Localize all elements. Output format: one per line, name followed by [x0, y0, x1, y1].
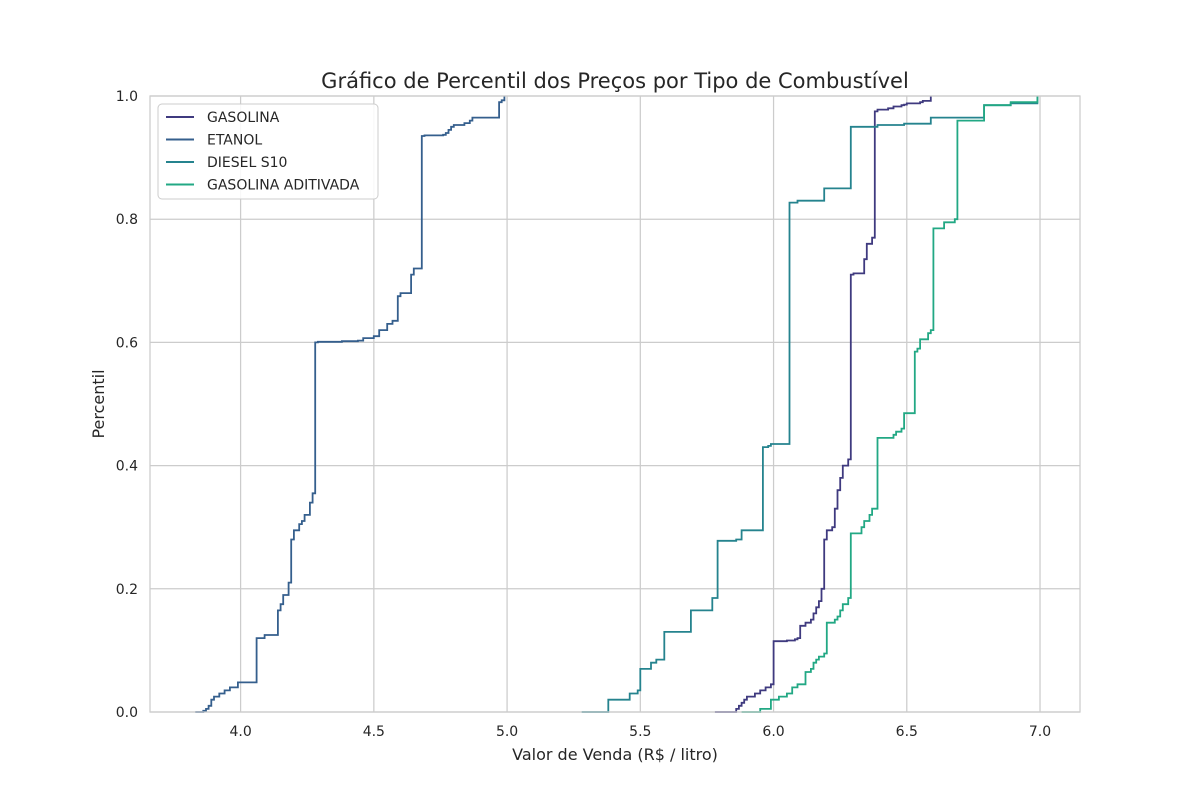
chart-title: Gráfico de Percentil dos Preços por Tipo…	[321, 69, 909, 93]
x-tick-label: 6.5	[896, 724, 918, 740]
y-tick-label: 1.0	[116, 89, 138, 105]
x-axis-label: Valor de Venda (R$ / litro)	[512, 745, 718, 764]
x-tick-label: 4.0	[229, 724, 251, 740]
series-lines	[195, 96, 1039, 713]
legend-label-diesel-s10: DIESEL S10	[207, 155, 287, 171]
y-tick-label: 0.0	[116, 705, 138, 721]
series-line-diesel-s10	[581, 96, 1039, 713]
x-tick-label: 4.5	[363, 724, 385, 740]
x-tick-label: 7.0	[1029, 724, 1051, 740]
legend-label-gasolina-aditivada: GASOLINA ADITIVADA	[207, 178, 360, 194]
x-tick-label: 6.0	[762, 724, 784, 740]
y-tick-label: 0.2	[116, 582, 138, 598]
legend: GASOLINA ETANOL DIESEL S10 GASOLINA ADITIVA…	[157, 103, 379, 200]
x-tick-label: 5.0	[496, 724, 518, 740]
y-tick-label: 0.6	[116, 335, 138, 351]
series-line-gasolina	[714, 96, 932, 713]
tick-labels: 4.0 4.5 5.0 5.5 6.0 6.5 7.0 0.0 0.2 0.4 0.6 0.8 1.0	[116, 89, 1051, 740]
y-tick-label: 0.8	[116, 212, 138, 228]
plot-frame	[149, 95, 1081, 713]
x-tick-label: 5.5	[629, 724, 651, 740]
series-line-etanol	[195, 96, 506, 713]
y-tick-label: 0.4	[116, 459, 138, 475]
legend-label-etanol: ETANOL	[207, 133, 262, 149]
y-axis-label: Percentil	[89, 369, 108, 438]
legend-box	[157, 103, 379, 200]
series-line-gasolina-aditivada	[741, 96, 1039, 713]
legend-label-gasolina: GASOLINA	[207, 110, 280, 126]
